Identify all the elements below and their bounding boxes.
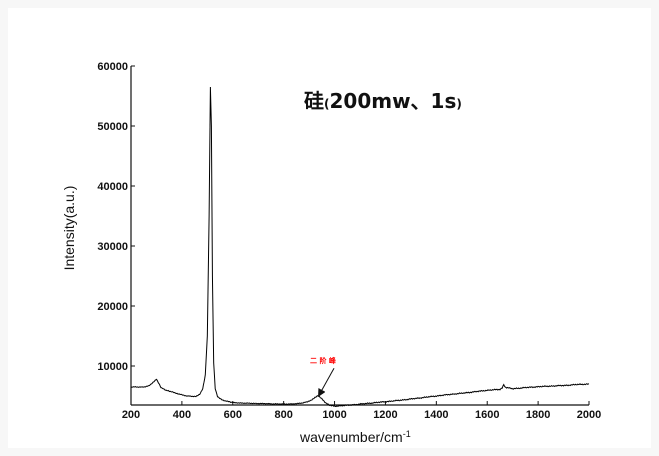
- spectrum-series-line: [130, 87, 590, 408]
- x-tick-label: 400: [173, 409, 191, 421]
- x-tick-label: 2000: [577, 409, 601, 421]
- tick-labels-group: 200 400 600 800 1000 1200 1400 1600 1800 2000 1000…: [97, 61, 601, 421]
- y-tick-label: 20000: [97, 301, 128, 313]
- y-tick-label: 40000: [97, 181, 128, 193]
- axes-group: [130, 66, 589, 406]
- x-tick-label: 1800: [526, 409, 550, 421]
- x-tick-label: 600: [224, 409, 242, 421]
- x-axis-title: wavenumber/cm-1: [299, 429, 411, 445]
- x-tick-label: 1400: [424, 409, 448, 421]
- y-tick-label: 10000: [97, 361, 128, 373]
- second-order-peak-arrow: [318, 367, 335, 397]
- chart-title: 硅(200mw、1s): [304, 89, 462, 113]
- y-tick-label: 50000: [97, 121, 128, 133]
- x-tick-label: 1000: [322, 409, 346, 421]
- second-order-peak-label: 二 阶 峰: [310, 356, 337, 365]
- y-tick-label: 60000: [97, 61, 128, 73]
- x-tick-label: 800: [274, 409, 292, 421]
- chart-panel: [8, 8, 651, 448]
- x-tick-label: 1600: [475, 409, 499, 421]
- y-axis-title: Intensity(a.u.): [61, 186, 77, 271]
- ticks-group: [130, 65, 590, 405]
- x-tick-label: 200: [122, 409, 140, 421]
- x-tick-label: 1200: [373, 409, 397, 421]
- y-tick-label: 30000: [97, 241, 128, 253]
